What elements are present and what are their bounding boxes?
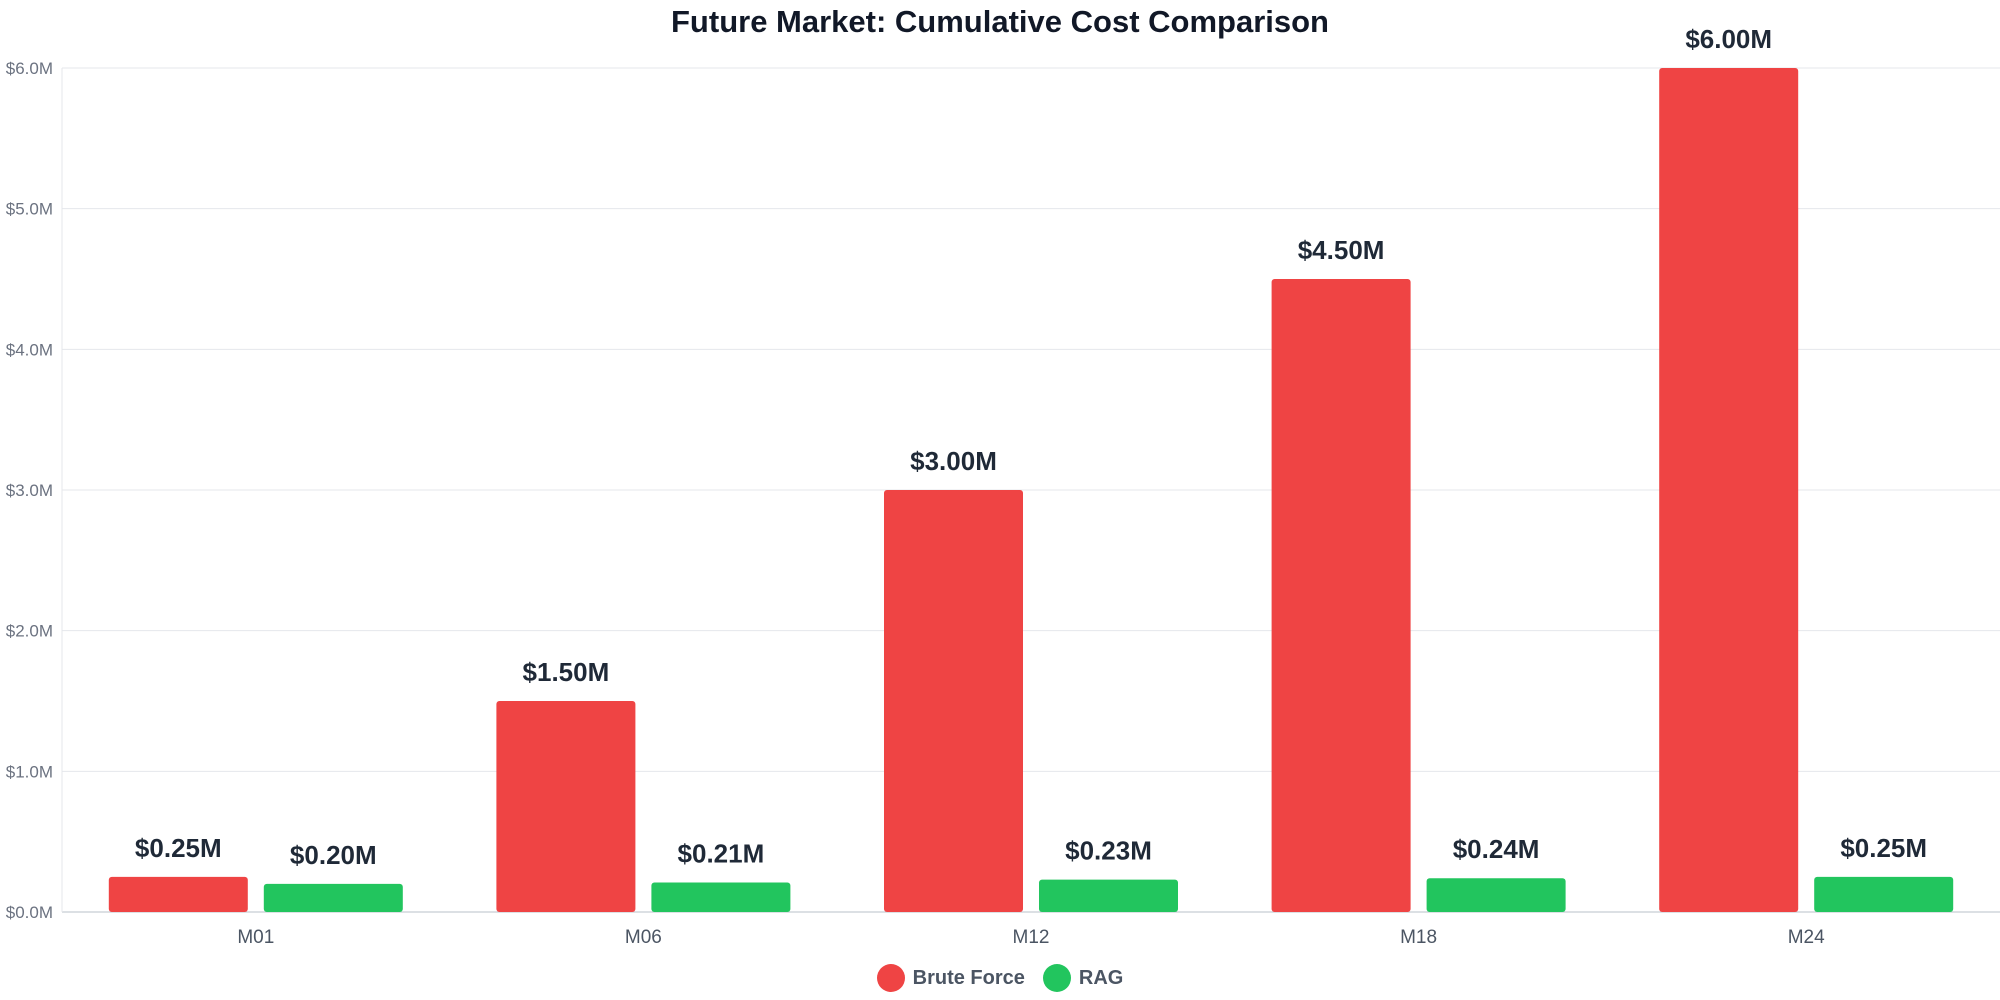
x-axis-ticks: M01 M06 M12 M18 M24 <box>237 927 1825 948</box>
legend-swatch <box>1042 964 1071 992</box>
x-tick-label: M01 <box>237 927 274 948</box>
bar-brute-force-m01[interactable] <box>108 876 248 912</box>
legend-item-brute-force[interactable]: Brute Force <box>876 964 1025 992</box>
bars <box>108 68 1954 912</box>
bar-rag-m18[interactable] <box>1426 878 1566 912</box>
y-axis-ticks: $0.0M $1.0M $2.0M $3.0M $4.0M $5.0M $6.0M <box>6 59 53 922</box>
data-label: $0.23M <box>1065 836 1152 866</box>
data-label: $0.24M <box>1453 834 1540 864</box>
x-tick-label: M24 <box>1788 927 1825 948</box>
data-label: $0.20M <box>290 840 377 870</box>
y-tick-label: $5.0M <box>6 200 53 219</box>
data-label: $6.00M <box>1685 24 1772 54</box>
legend-item-rag[interactable]: RAG <box>1042 964 1124 992</box>
y-tick-label: $3.0M <box>6 481 53 500</box>
y-tick-label: $1.0M <box>6 762 53 781</box>
chart-title: Future Market: Cumulative Cost Compariso… <box>671 4 1329 39</box>
legend-label: RAG <box>1078 966 1124 989</box>
bar-brute-force-m12[interactable] <box>884 490 1023 912</box>
x-tick-label: M06 <box>625 927 662 948</box>
data-label: $0.25M <box>135 833 222 863</box>
legend-swatch <box>876 964 905 992</box>
bar-brute-force-m18[interactable] <box>1271 279 1411 912</box>
y-tick-label: $6.0M <box>6 59 53 78</box>
bar-brute-force-m24[interactable] <box>1659 68 1799 912</box>
bar-rag-m24[interactable] <box>1814 876 1954 912</box>
bar-rag-m12[interactable] <box>1039 879 1178 912</box>
bar-brute-force-m06[interactable] <box>496 701 636 912</box>
y-tick-label: $0.0M <box>6 903 53 922</box>
value-labels: $0.25M $0.20M $1.50M $0.21M $3.00M $0.23M $4.5… <box>135 24 1927 870</box>
x-tick-label: M12 <box>1013 927 1050 948</box>
y-tick-label: $4.0M <box>6 340 53 359</box>
data-label: $3.00M <box>910 446 997 476</box>
bar-rag-m01[interactable] <box>263 883 403 912</box>
data-label: $0.25M <box>1840 833 1927 863</box>
data-label: $4.50M <box>1298 235 1385 265</box>
data-label: $1.50M <box>523 657 610 687</box>
y-tick-label: $2.0M <box>6 622 53 641</box>
legend-label: Brute Force <box>912 966 1025 989</box>
data-label: $0.21M <box>678 838 765 868</box>
legend: Brute Force RAG <box>0 964 2000 992</box>
x-tick-label: M18 <box>1400 927 1437 948</box>
bar-rag-m06[interactable] <box>651 882 791 912</box>
